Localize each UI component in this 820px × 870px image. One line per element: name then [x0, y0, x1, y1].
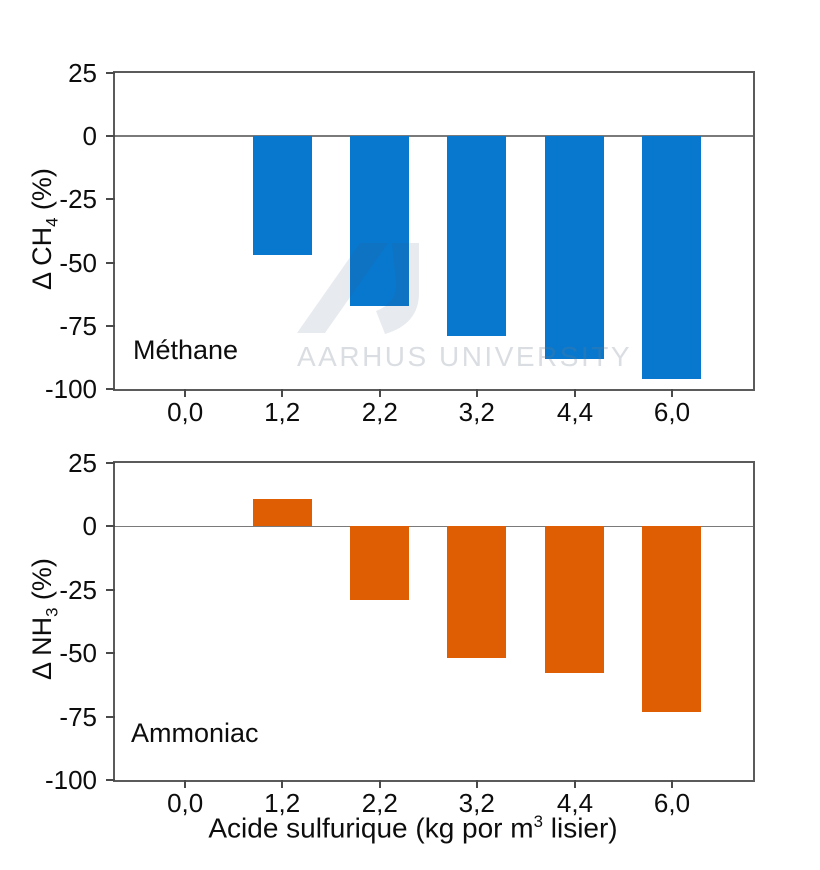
methane-y-axis-label: Δ CH4 (%) [24, 119, 62, 339]
ammonia-y-axis-label-text: Δ NH [27, 616, 57, 680]
ammonia-y-tick-label: -100 [44, 765, 97, 795]
x-axis-title-superscript: 3 [533, 812, 543, 831]
x-axis-title-text: Acide sulfurique (kg por m [208, 812, 534, 844]
ammonia-y-tick-mark [106, 588, 115, 591]
methane-y-axis-label-subscript: 4 [42, 217, 62, 227]
methane-y-tick-mark [106, 72, 115, 74]
ammonia-y-axis-label-subscript: 3 [42, 607, 62, 617]
ammonia-bar-3,2 [447, 526, 507, 659]
ammonia-y-tick-label: -25 [59, 574, 97, 605]
ammonia-plot-area: Ammoniac 25 0 -25 -50 -75 -100 0,0 1,2 2,2 3,2 4,4… [45, 448, 755, 818]
methane-y-tick-mark [106, 261, 115, 264]
methane-x-tick-label: 6,0 [653, 397, 691, 427]
ammonia-x-tick-mark [475, 780, 478, 788]
ammonia-y-tick-mark [106, 525, 115, 528]
methane-x-tick-label: 2,2 [361, 397, 398, 427]
ammonia-y-tick-mark [106, 462, 115, 464]
methane-bar-4,4 [545, 136, 605, 359]
methane-y-tick-label: -75 [59, 310, 97, 341]
methane-y-tick-mark [106, 388, 115, 390]
methane-plot-area: Méthane 25 0 -25 -50 -75 -100 0,0 1,2 2,2 3,2 4,4 6… [45, 58, 755, 427]
methane-x-tick-mark [670, 389, 673, 397]
methane-x-tick-mark [573, 389, 576, 397]
methane-y-tick-label: -25 [59, 184, 97, 215]
ammonia-x-tick-label: 1,2 [264, 788, 301, 818]
methane-bar-2,2 [350, 136, 410, 306]
ammonia-x-tick-mark [670, 780, 673, 788]
methane-x-tick-label: 4,4 [556, 397, 594, 427]
ammonia-x-tick-mark [378, 780, 381, 788]
ammonia-y-axis-label: Δ NH3 (%) [24, 509, 62, 729]
methane-y-axis-label-unit: (%) [27, 168, 57, 218]
ammonia-bar-1,2 [252, 498, 312, 527]
ammonia-x-tick-mark [184, 780, 187, 788]
ammonia-bar-6,0 [642, 526, 702, 712]
methane-y-tick-label: -100 [44, 374, 97, 404]
ammonia-y-tick-label: 0 [82, 511, 97, 542]
ammonia-y-tick-mark [106, 652, 115, 655]
aarhus-university-text-watermark: AARHUS UNIVERSITY [297, 341, 632, 372]
x-axis-title: Acide sulfurique (kg por m3 lisier) [113, 812, 713, 844]
methane-y-tick-mark [106, 198, 115, 201]
ammonia-series-label: Ammoniac [131, 718, 259, 748]
ammonia-x-tick-mark [281, 780, 284, 788]
methane-x-tick-mark [475, 389, 478, 397]
aarhus-university-logo-watermark [297, 243, 419, 334]
methane-x-tick-mark [378, 389, 381, 397]
methane-y-tick-label: 25 [68, 58, 97, 88]
ammonia-y-tick-label: 25 [68, 448, 97, 478]
x-axis-title-suffix: lisier) [542, 812, 618, 844]
methane-bar-6,0 [642, 136, 702, 379]
ammonia-bar-4,4 [545, 526, 605, 674]
methane-x-tick-label: 0,0 [167, 397, 204, 427]
methane-y-tick-mark [106, 324, 115, 327]
methane-x-tick-label: 1,2 [264, 397, 301, 427]
ammonia-x-tick-mark [573, 780, 576, 788]
ammonia-y-tick-mark [106, 715, 115, 718]
methane-series-label: Méthane [133, 335, 239, 365]
methane-y-tick-label: 0 [82, 121, 97, 152]
methane-y-axis-label-text: Δ CH [27, 226, 57, 290]
ammonia-y-tick-label: -75 [59, 701, 97, 732]
methane-y-tick-mark [106, 135, 115, 138]
ammonia-x-tick-label: 0,0 [167, 788, 204, 818]
ammonia-y-tick-mark [106, 779, 115, 781]
ammonia-x-tick-label: 2,2 [361, 788, 398, 818]
ammonia-y-tick-label: -50 [59, 638, 97, 669]
ammonia-zero-line [115, 525, 753, 528]
ammonia-x-tick-label: 3,2 [458, 788, 495, 818]
ammonia-bar-2,2 [350, 526, 410, 600]
methane-bar-3,2 [447, 136, 507, 336]
methane-x-tick-label: 3,2 [458, 397, 495, 427]
ammonia-x-tick-label: 4,4 [556, 788, 594, 818]
methane-x-tick-mark [184, 389, 187, 397]
ammonia-x-tick-label: 6,0 [653, 788, 691, 818]
methane-bar-1,2 [252, 136, 312, 255]
methane-x-tick-mark [281, 389, 284, 397]
methane-y-tick-label: -50 [59, 247, 97, 278]
methane-zero-line [115, 135, 753, 137]
ammonia-y-axis-label-unit: (%) [27, 558, 57, 608]
